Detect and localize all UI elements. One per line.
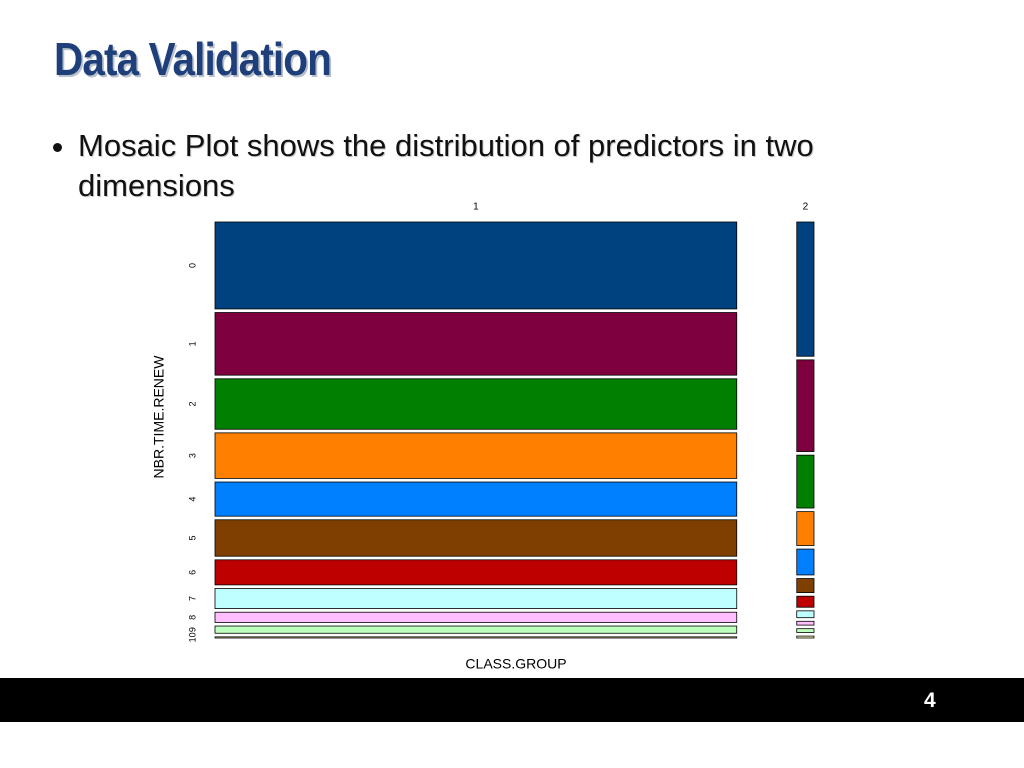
mosaic-cell xyxy=(796,221,815,357)
mosaic-cell xyxy=(214,519,738,557)
mosaic-cell xyxy=(796,628,815,633)
row-label: 5 xyxy=(187,535,197,540)
mosaic-cell xyxy=(796,610,815,619)
mosaic-cell xyxy=(214,611,738,623)
mosaic-cell xyxy=(214,625,738,634)
column-label: 1 xyxy=(473,202,479,213)
row-label: 10 xyxy=(187,632,197,642)
chart: CLASS.GROUP NBR.TIME.RENEW 1012345678910… xyxy=(151,202,815,672)
mosaic-cell xyxy=(796,511,815,546)
row-label: 2 xyxy=(187,402,197,407)
mosaic-cell xyxy=(214,636,738,639)
mosaic-cell xyxy=(214,312,738,376)
mosaic-cell xyxy=(214,559,738,586)
bullet: Mosaic Plot shows the distribution of pr… xyxy=(78,126,938,206)
mosaic-cell xyxy=(796,635,815,639)
mosaic-cell xyxy=(796,578,815,594)
mosaic-cell xyxy=(214,481,738,517)
slide-title: Data Validation xyxy=(54,33,332,85)
footer: 4 xyxy=(0,678,1024,722)
mosaic-cell xyxy=(796,620,815,626)
mosaic-cell xyxy=(214,378,738,430)
column-label: 2 xyxy=(803,202,809,213)
row-label: 0 xyxy=(187,263,197,268)
row-label: 3 xyxy=(187,453,197,458)
mosaic-cell xyxy=(796,595,815,608)
row-label: 1 xyxy=(187,341,197,346)
mosaic-cell xyxy=(214,588,738,609)
mosaic-cell xyxy=(796,454,815,509)
bullet-list: Mosaic Plot shows the distribution of pr… xyxy=(52,126,938,206)
page-number: 4 xyxy=(924,689,936,712)
row-label: 4 xyxy=(187,497,197,502)
mosaic-cell xyxy=(796,548,815,576)
row-label: 9 xyxy=(187,627,197,632)
row-label: 7 xyxy=(187,596,197,601)
mosaic-cell xyxy=(214,221,738,310)
row-label: 8 xyxy=(187,615,197,620)
mosaic-cell xyxy=(214,432,738,479)
row-label: 6 xyxy=(187,570,197,575)
x-axis-label: CLASS.GROUP xyxy=(465,656,566,672)
mosaic-cell xyxy=(796,359,815,452)
y-axis-label: NBR.TIME.RENEW xyxy=(151,355,167,479)
